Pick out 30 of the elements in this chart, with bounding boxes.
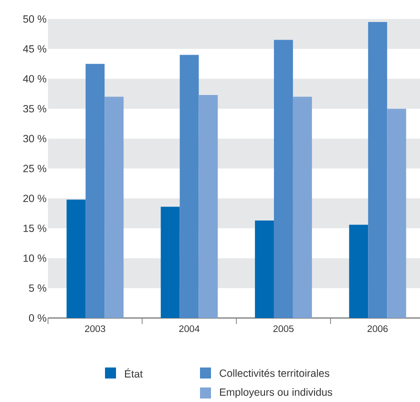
legend-label: Employeurs ou individus	[220, 388, 332, 398]
x-tick-label: 2005	[273, 325, 294, 332]
bar	[387, 108, 406, 318]
bar	[86, 64, 105, 318]
legend-label: État	[125, 368, 143, 378]
y-tick-label: 40 %	[23, 75, 46, 83]
y-tick-label: 5 %	[29, 284, 46, 292]
x-tick-label: 2004	[179, 325, 200, 332]
bar	[198, 94, 218, 318]
bar	[180, 54, 199, 318]
bar	[160, 206, 180, 318]
bar	[292, 96, 312, 318]
y-tick-label: 15 %	[24, 224, 46, 232]
y-tick-label: 10 %	[24, 254, 46, 262]
x-tick-label: 2006	[368, 325, 388, 332]
bar	[66, 200, 86, 318]
y-tick-label: 45 %	[23, 45, 46, 53]
legend-label: Collectivités territoirales	[220, 369, 330, 377]
x-tick-label: 2003	[85, 325, 106, 332]
bar	[274, 40, 293, 318]
bar	[104, 96, 124, 318]
y-tick-label: 35 %	[23, 105, 46, 112]
y-tick-label: 20 %	[23, 194, 46, 202]
y-tick-label: 0 %	[29, 314, 46, 322]
y-tick-label: 30 %	[23, 134, 46, 142]
bar	[254, 220, 274, 318]
y-tick-label: 50 %	[23, 15, 46, 23]
y-tick-label: 25 %	[23, 164, 46, 172]
bar	[368, 22, 388, 318]
bar	[349, 224, 368, 318]
